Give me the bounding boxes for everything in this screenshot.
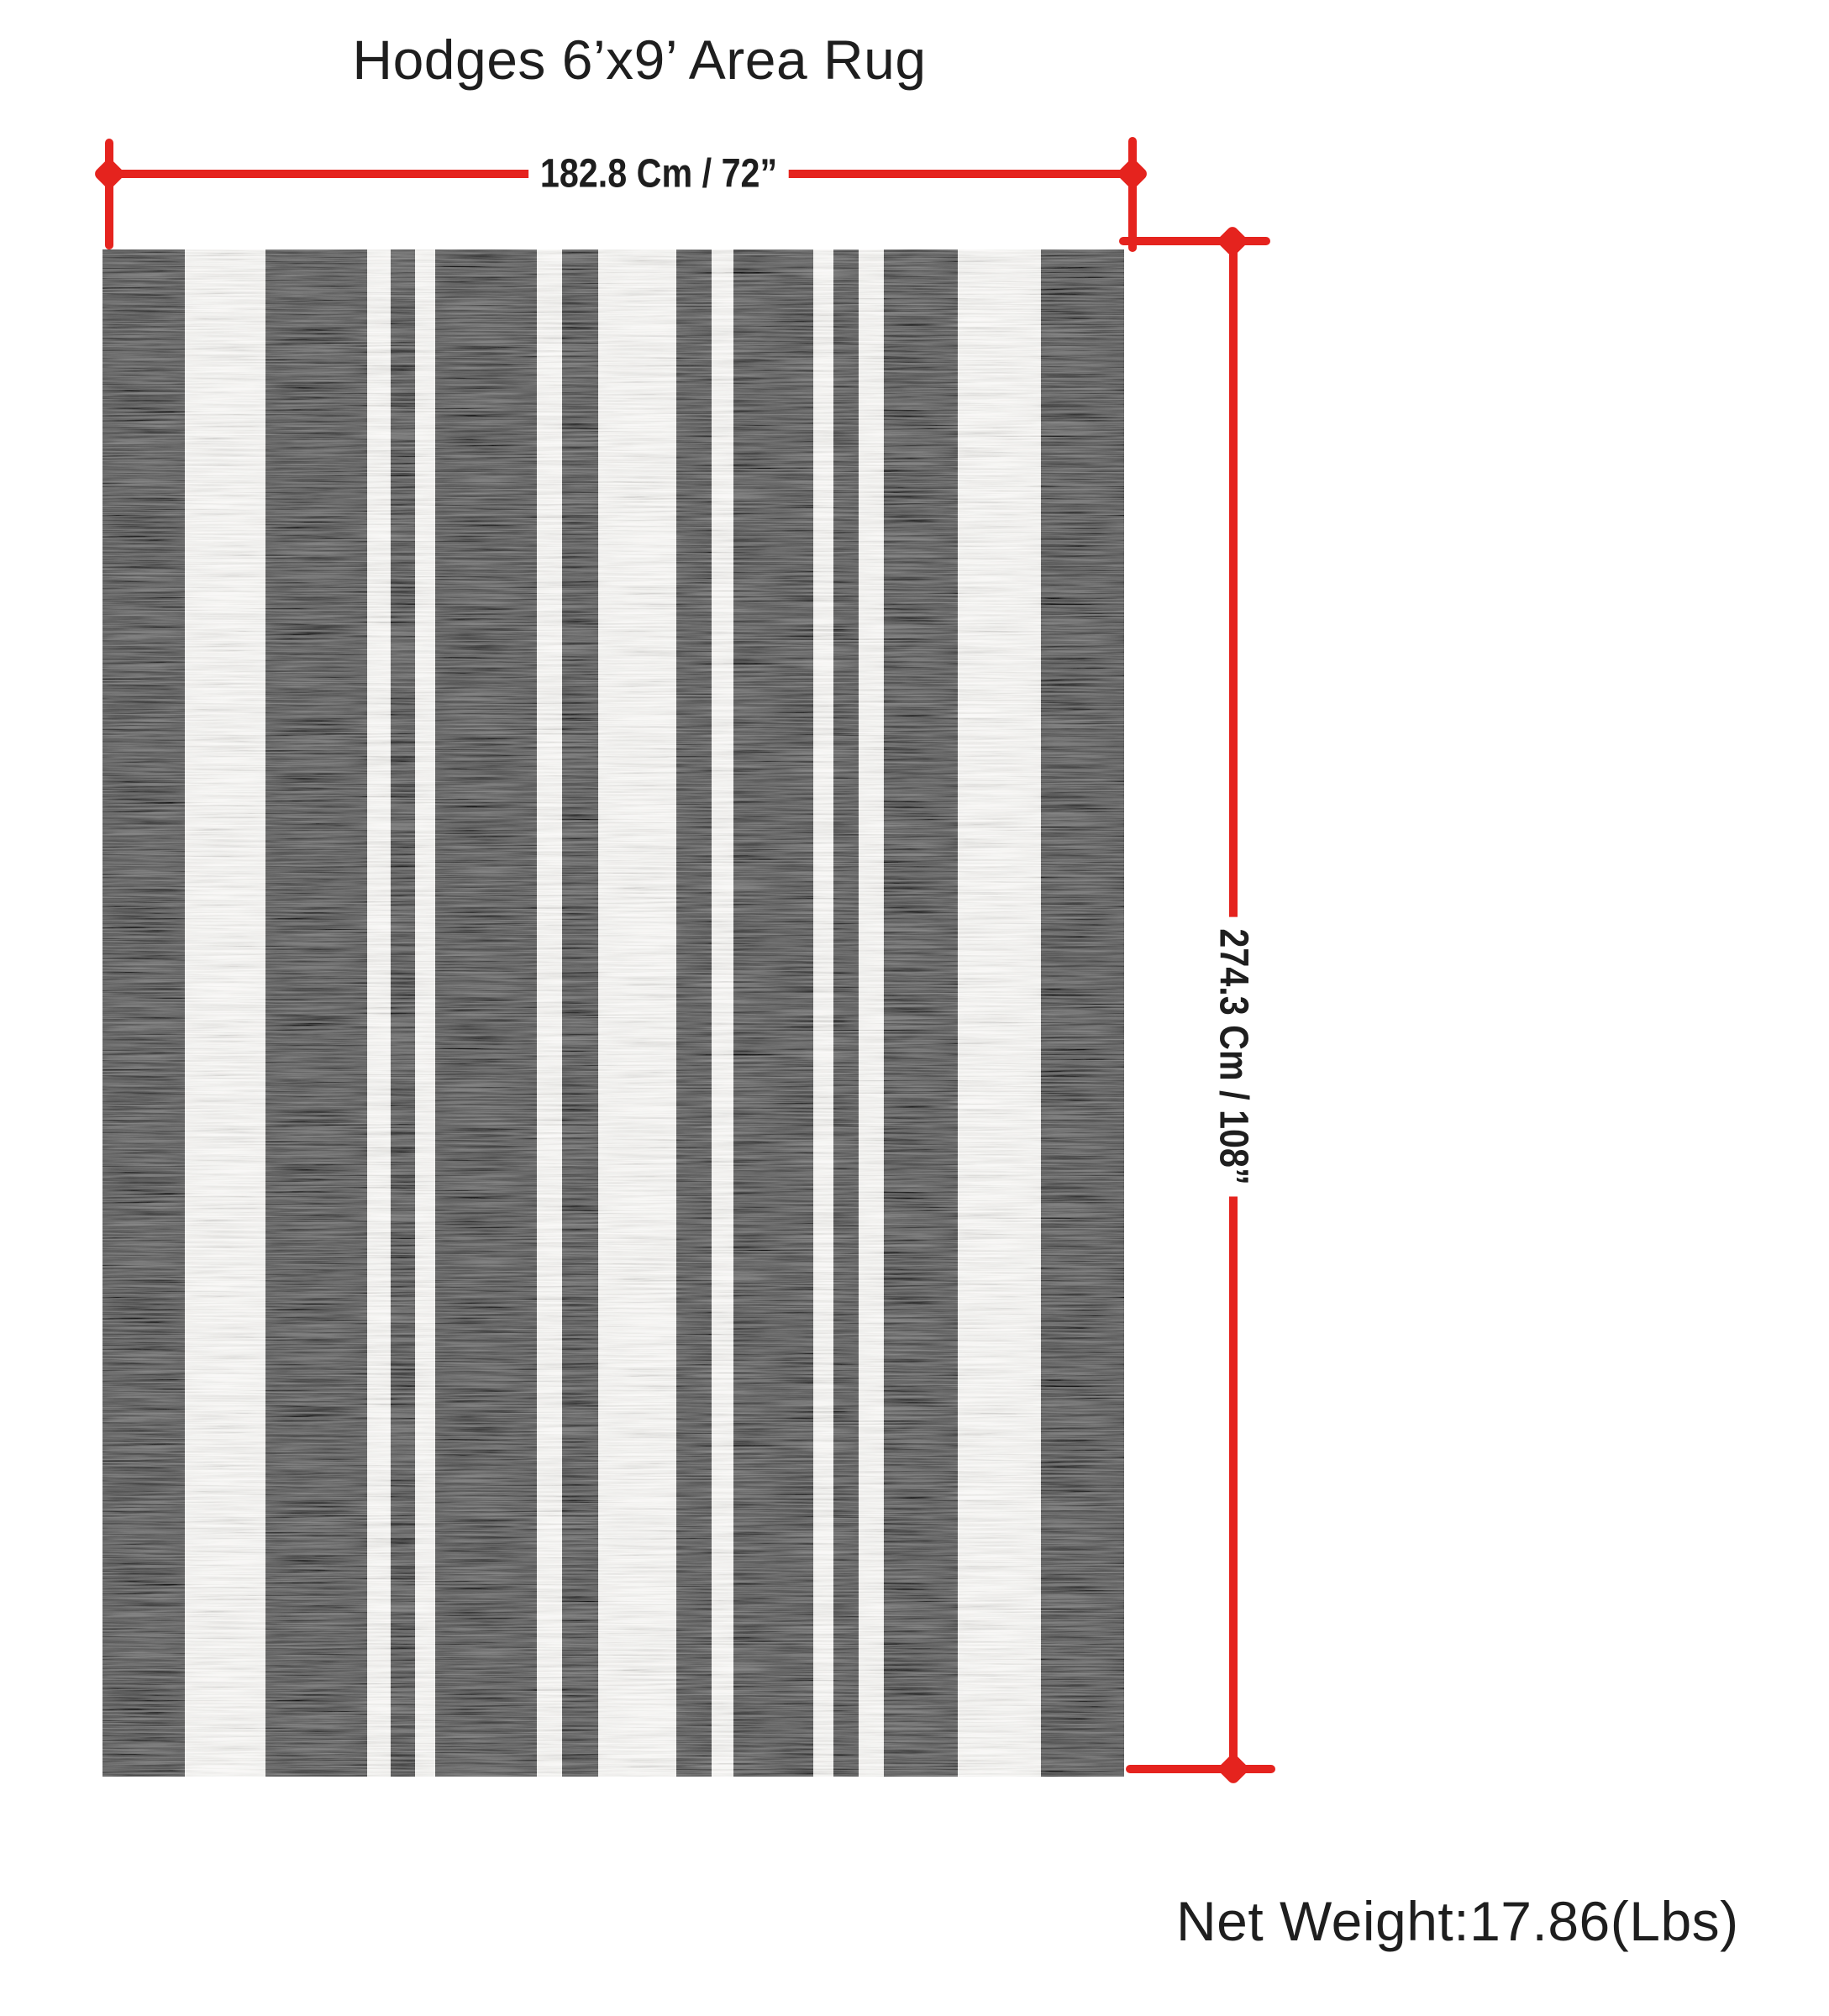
width-dimension-left-arrow: [92, 157, 126, 191]
height-dimension-top-tick: [1119, 237, 1270, 245]
rug-stripe-light: [597, 249, 676, 1777]
rug-stripe-light: [812, 249, 833, 1777]
rug-image: [102, 249, 1124, 1777]
height-dimension-label: 274.3 Cm / 108”: [1208, 916, 1259, 1197]
rug-stripe-dark: [102, 249, 185, 1777]
rug-stripe-light: [536, 249, 562, 1777]
rug-stripe-dark: [733, 249, 813, 1777]
height-dimension-bottom-tick: [1126, 1765, 1275, 1773]
rug-stripes: [102, 249, 1124, 1777]
height-dimension-top-arrow: [1216, 224, 1249, 258]
rug-stripe-light: [185, 249, 265, 1777]
width-dimension-label: 182.8 Cm / 72”: [528, 149, 789, 199]
rug-stripe-dark: [561, 249, 598, 1777]
rug-stripe-light: [366, 249, 391, 1777]
height-dimension-bottom-arrow: [1217, 1752, 1250, 1786]
rug-stripe-light: [414, 249, 435, 1777]
rug-stripe-light: [711, 249, 733, 1777]
rug-stripe-light: [957, 249, 1041, 1777]
width-dimension-right-tick: [1128, 137, 1137, 252]
rug-stripe-dark: [265, 249, 367, 1777]
width-dimension-right-arrow: [1116, 157, 1149, 191]
rug-stripe-dark: [833, 249, 859, 1777]
product-title: Hodges 6’x9’ Area Rug: [352, 29, 927, 91]
rug-stripe-dark: [434, 249, 537, 1777]
rug-stripe-dark: [1040, 249, 1124, 1777]
rug-stripe-dark: [675, 249, 712, 1777]
width-dimension-left-tick: [105, 139, 113, 249]
rug-stripe-dark: [883, 249, 958, 1777]
net-weight-label: Net Weight:17.86(Lbs): [1176, 1890, 1739, 1952]
rug-stripe-light: [858, 249, 884, 1777]
rug-stripe-dark: [390, 249, 415, 1777]
